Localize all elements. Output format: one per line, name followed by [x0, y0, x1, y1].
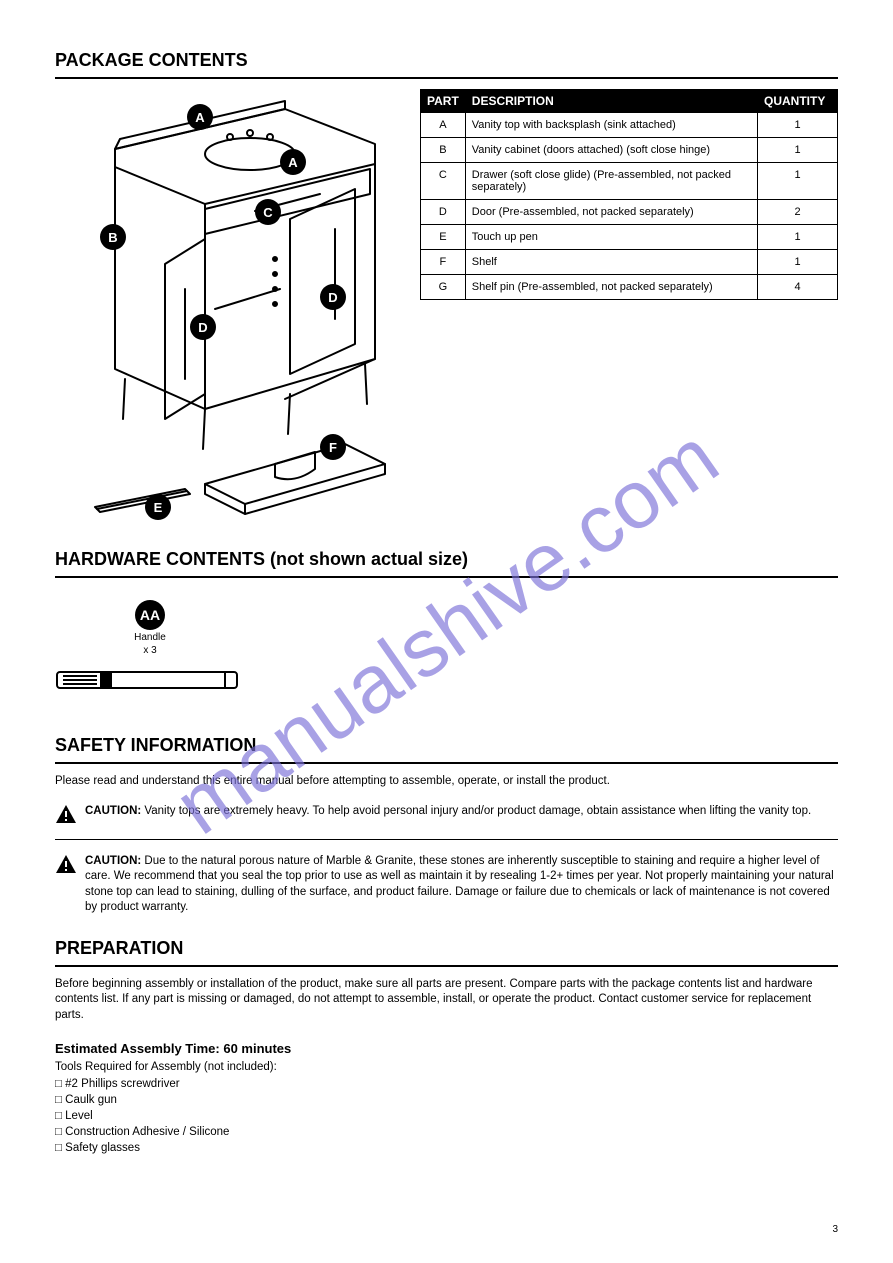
caution-label: CAUTION:: [85, 805, 141, 817]
hardware-row: AA Handle x 3: [55, 600, 838, 701]
tools-sub: Tools Required for Assembly (not include…: [55, 1060, 838, 1076]
caution-label: CAUTION:: [85, 855, 141, 867]
th-description: DESCRIPTION: [465, 90, 757, 113]
diagram-badge: E: [145, 494, 171, 520]
prep-text: Before beginning assembly or installatio…: [55, 977, 838, 1024]
table-row: AVanity top with backsplash (sink attach…: [421, 113, 838, 138]
diagram-badge: A: [187, 104, 213, 130]
list-item: Level: [55, 1108, 838, 1124]
caution-text: CAUTION: Due to the natural porous natur…: [85, 854, 838, 916]
safety-lead: Please read and understand this entire m…: [55, 774, 838, 790]
hardware-name: Handle: [55, 632, 245, 643]
diagram-badge: F: [320, 434, 346, 460]
caution-row: CAUTION: Vanity tops are extremely heavy…: [55, 804, 838, 829]
caution-text: CAUTION: Vanity tops are extremely heavy…: [85, 804, 811, 820]
warning-icon: [55, 804, 77, 829]
section-title-safety: SAFETY INFORMATION: [55, 735, 838, 756]
th-quantity: QUANTITY: [758, 90, 838, 113]
warning-icon: [55, 854, 77, 879]
parts-table: PART DESCRIPTION QUANTITY AVanity top wi…: [420, 89, 838, 300]
table-row: GShelf pin (Pre-assembled, not packed se…: [421, 275, 838, 300]
diagram-badge: A: [280, 149, 306, 175]
table-row: CDrawer (soft close glide) (Pre-assemble…: [421, 163, 838, 200]
table-row: FShelf1: [421, 250, 838, 275]
product-diagram: A A B C D D F E: [55, 89, 400, 534]
caution-body: Vanity tops are extremely heavy. To help…: [141, 805, 811, 817]
hardware-qty: x 3: [55, 645, 245, 656]
diagram-badge: D: [320, 284, 346, 310]
divider: [55, 965, 838, 967]
footer-page-number: 3: [832, 1224, 838, 1235]
section-title-hardware: HARDWARE CONTENTS (not shown actual size…: [55, 549, 838, 570]
divider: [55, 839, 838, 840]
hardware-badge: AA: [135, 600, 165, 630]
table-header-row: PART DESCRIPTION QUANTITY: [421, 90, 838, 113]
vanity-line-art: [55, 89, 400, 529]
divider: [55, 762, 838, 764]
section-title-package: PACKAGE CONTENTS: [55, 50, 838, 71]
divider: [55, 576, 838, 578]
assembly-time: Estimated Assembly Time: 60 minutes: [55, 1041, 838, 1056]
divider: [55, 77, 838, 79]
list-item: Caulk gun: [55, 1092, 838, 1108]
page: manualshive.com PACKAGE CONTENTS: [0, 0, 893, 1263]
caution-row: CAUTION: Due to the natural porous natur…: [55, 854, 838, 916]
list-item: Construction Adhesive / Silicone: [55, 1124, 838, 1140]
list-item: Safety glasses: [55, 1140, 838, 1156]
package-row: A A B C D D F E PART DESCRIPTION QUANTIT…: [55, 89, 838, 534]
hardware-item: AA Handle x 3: [55, 600, 245, 701]
th-part: PART: [421, 90, 466, 113]
table-row: ETouch up pen1: [421, 225, 838, 250]
section-title-preparation: PREPARATION: [55, 938, 838, 959]
diagram-badge: D: [190, 314, 216, 340]
table-row: BVanity cabinet (doors attached) (soft c…: [421, 138, 838, 163]
page-footer: 3: [55, 1224, 838, 1235]
handle-icon: [55, 666, 245, 701]
tools-list: #2 Phillips screwdriver Caulk gun Level …: [55, 1076, 838, 1156]
list-item: #2 Phillips screwdriver: [55, 1076, 838, 1092]
caution-body: Due to the natural porous nature of Marb…: [85, 855, 834, 914]
table-row: DDoor (Pre-assembled, not packed separat…: [421, 200, 838, 225]
parts-table-wrap: PART DESCRIPTION QUANTITY AVanity top wi…: [420, 89, 838, 534]
diagram-badge: C: [255, 199, 281, 225]
diagram-badge: B: [100, 224, 126, 250]
